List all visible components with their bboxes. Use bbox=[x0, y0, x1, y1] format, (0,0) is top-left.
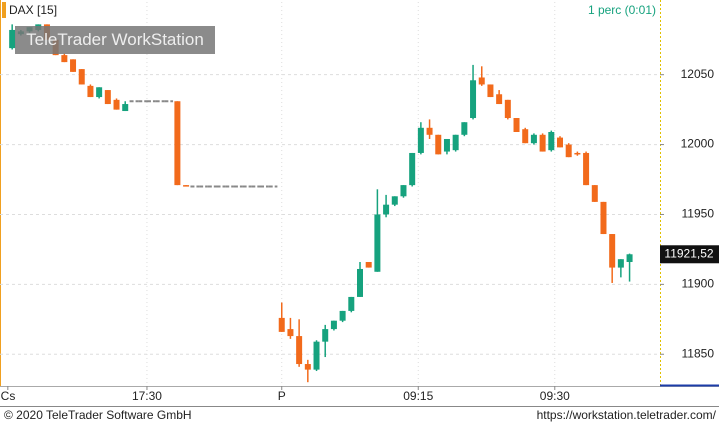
candle-body bbox=[513, 118, 520, 132]
candle-body bbox=[626, 254, 633, 262]
candle-body bbox=[313, 341, 320, 370]
candle-body bbox=[591, 185, 598, 202]
y-tick-label: 12050 bbox=[681, 67, 715, 81]
candle-body bbox=[400, 185, 407, 197]
candle-body bbox=[322, 329, 329, 342]
candle-body bbox=[287, 329, 294, 337]
watermark-box bbox=[15, 26, 215, 54]
candle-body bbox=[522, 129, 529, 144]
candle-body bbox=[183, 185, 190, 187]
candle-body bbox=[557, 137, 563, 148]
candle-body bbox=[617, 259, 624, 268]
candle-body bbox=[339, 310, 346, 321]
candle-body bbox=[470, 80, 477, 119]
x-tick-label: 09:30 bbox=[540, 389, 570, 403]
candle-body bbox=[461, 122, 468, 135]
candle-body bbox=[374, 214, 381, 272]
candle-body bbox=[304, 364, 311, 370]
candle-body bbox=[565, 144, 572, 158]
y-tick-label: 11950 bbox=[682, 207, 715, 221]
symbol-marker bbox=[2, 2, 6, 18]
candle-body bbox=[113, 99, 120, 110]
x-tick-label: Cs bbox=[1, 389, 16, 403]
candle-body bbox=[9, 29, 16, 49]
candle-body bbox=[409, 152, 416, 186]
x-tick-label: 17:30 bbox=[132, 389, 162, 403]
candle-body bbox=[391, 196, 398, 205]
candle-body bbox=[487, 84, 494, 98]
candle-body bbox=[61, 55, 68, 63]
candle-body bbox=[365, 261, 372, 268]
candle-body bbox=[70, 59, 77, 72]
chart-title: DAX [15] bbox=[9, 3, 57, 17]
candle-body bbox=[96, 87, 103, 98]
candle-body bbox=[296, 336, 303, 365]
y-tick-label: 12000 bbox=[681, 137, 715, 151]
candle-body bbox=[278, 317, 285, 332]
candle-body bbox=[435, 134, 442, 155]
last-price-label: 11921,52 bbox=[664, 246, 713, 260]
candle-body bbox=[530, 134, 537, 144]
chart-subtitle: 1 perc (0:01) bbox=[588, 3, 656, 17]
candle-body bbox=[504, 99, 511, 119]
candle-body bbox=[174, 101, 181, 186]
y-tick-label: 11850 bbox=[682, 346, 715, 360]
candle-body bbox=[539, 134, 546, 152]
copyright: © 2020 TeleTrader Software GmbH bbox=[4, 408, 192, 422]
candle-body bbox=[496, 94, 503, 105]
watermark: TeleTrader WorkStation bbox=[26, 30, 204, 49]
candle-body bbox=[609, 234, 616, 268]
candle-body bbox=[348, 296, 355, 311]
candle-body bbox=[87, 85, 94, 98]
candle-body bbox=[104, 90, 111, 105]
candle-body bbox=[478, 77, 485, 85]
candle-body bbox=[600, 201, 607, 235]
footer-url: https://workstation.teletrader.com/ bbox=[537, 408, 717, 422]
x-tick-label: P bbox=[278, 389, 286, 403]
candle-body bbox=[417, 127, 424, 153]
candle-body bbox=[383, 204, 390, 215]
candle-body bbox=[122, 104, 129, 112]
candle-body bbox=[574, 152, 581, 155]
candle-body bbox=[452, 134, 459, 151]
candle-body bbox=[426, 127, 433, 135]
last-price-box bbox=[660, 245, 719, 264]
candle-body bbox=[443, 138, 450, 152]
candle-body bbox=[548, 131, 555, 151]
candle-body bbox=[78, 69, 85, 85]
candle-body bbox=[357, 268, 363, 297]
candle-body bbox=[583, 152, 590, 186]
y-tick-label: 11900 bbox=[682, 277, 715, 291]
x-tick-label: 09:15 bbox=[403, 389, 433, 403]
candle-body bbox=[330, 320, 337, 330]
